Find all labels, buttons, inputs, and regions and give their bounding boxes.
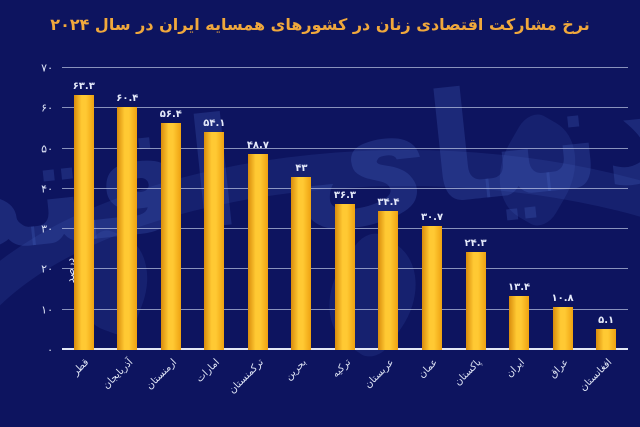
- bar-value-label: ۲۴.۳: [464, 238, 487, 250]
- ytick-label-10: ۱۰: [41, 303, 53, 317]
- plot-area: درصد ۰ ۱۰ ۲۰ ۳۰ ۴۰ ۵۰ ۶۰ ۷۰ ۶۳.۳ ۶۰.۴ ۵۶.۴ ۵۴.۱ ۴۸.…: [41, 62, 628, 396]
- bar-عراق: [552, 306, 573, 350]
- bar-ایران: [509, 296, 530, 350]
- bar-value-label: ۵۶.۴: [159, 108, 182, 120]
- ytick-label-50: ۵۰: [41, 142, 53, 156]
- bar-ترکیه: [334, 203, 355, 350]
- bar-slot: ۳۶.۳: [323, 68, 367, 350]
- ytick-label-40: ۴۰: [41, 182, 53, 196]
- bar-عمان: [422, 226, 443, 350]
- bar-value-label: ۱۰.۸: [551, 292, 574, 304]
- bar-slot: ۱۳.۴: [497, 68, 541, 350]
- xtick-label-قطر: قطر: [70, 357, 92, 378]
- bar-value-label: ۱۳.۴: [508, 282, 531, 294]
- bar-slot: ۶۰.۴: [106, 68, 150, 350]
- bar-value-label: ۳۶.۳: [333, 189, 356, 201]
- bars-layer: ۶۳.۳ ۶۰.۴ ۵۶.۴ ۵۴.۱ ۴۸.۷ ۴۳ ۳۶.۳ ۳۴.۴ ۳۰.۷ ۲۴.۳ ۱۳…: [62, 68, 628, 350]
- bar-آذربایجان: [117, 106, 138, 350]
- xtick-label-پاکستان: پاکستان: [452, 357, 484, 389]
- xtick-label-عراق: عراق: [547, 357, 571, 381]
- ytick-label-0: ۰: [47, 343, 53, 357]
- bar-slot: ۲۴.۳: [454, 68, 498, 350]
- ytick-label-30: ۳۰: [41, 222, 53, 236]
- bar-slot: ۵۴.۱: [193, 68, 237, 350]
- x-axis-labels: قطر آذربایجان ارمنستان امارات ترکمنستان بحرین…: [62, 350, 628, 420]
- ytick-label-60: ۶۰: [41, 101, 53, 115]
- bar-پاکستان: [465, 252, 486, 350]
- bar-قطر: [73, 95, 94, 350]
- gridline-50: [62, 147, 628, 149]
- bar-slot: ۳۰.۷: [410, 68, 454, 350]
- bar-slot: ۵.۱: [584, 68, 628, 350]
- bar-value-label: ۳۴.۴: [377, 197, 400, 209]
- bar-slot: ۴۳: [280, 68, 324, 350]
- bar-افغانستان: [596, 329, 617, 350]
- xtick-label-عمان: عمان: [416, 357, 440, 381]
- bar-slot: ۳۴.۴: [367, 68, 411, 350]
- xtick-label-بحرین: بحرین: [283, 357, 310, 383]
- bar-value-label: ۴۸.۷: [246, 139, 269, 151]
- bar-value-label: ۶۳.۳: [72, 81, 95, 92]
- bar-slot: ۵۶.۴: [149, 68, 193, 350]
- bar-value-label: ۴۳: [295, 162, 308, 174]
- gridline-70: [62, 67, 628, 68]
- xtick-label-افغانستان: افغانستان: [577, 357, 614, 394]
- xtick-label-عربستان: عربستان: [362, 357, 397, 391]
- bar-slot: ۶۳.۳: [62, 68, 106, 350]
- bar-امارات: [204, 132, 225, 350]
- bar-ارمنستان: [160, 122, 181, 350]
- xtick-label-امارات: امارات: [194, 357, 223, 385]
- gridline-60: [62, 107, 628, 109]
- ytick-label-70: ۷۰: [41, 61, 53, 75]
- bar-slot: ۱۰.۸: [541, 68, 585, 350]
- bar-value-label: ۳۰.۷: [420, 212, 444, 224]
- bar-ترکمنستان: [247, 153, 268, 350]
- bar-بحرین: [291, 176, 312, 350]
- bar-value-label: ۶۰.۴: [116, 92, 139, 104]
- xtick-label-ترکمنستان: ترکمنستان: [226, 357, 266, 397]
- xtick-label-ارمنستان: ارمنستان: [143, 357, 179, 392]
- xtick-label-ترکیه: ترکیه: [329, 357, 353, 380]
- chart-title: نرخ مشارکت اقتصادی زنان در کشورهای همسای…: [50, 15, 590, 34]
- gridline-40: [62, 187, 628, 189]
- bar-slot: ۴۸.۷: [236, 68, 280, 350]
- bar-value-label: ۵۴.۱: [203, 118, 226, 130]
- xtick-label-آذربایجان: آذربایجان: [100, 357, 136, 392]
- ytick-label-20: ۲۰: [41, 262, 53, 276]
- xtick-label-ایران: ایران: [504, 357, 527, 380]
- bar-value-label: ۵.۱: [598, 315, 615, 327]
- bar-عربستان: [378, 211, 399, 350]
